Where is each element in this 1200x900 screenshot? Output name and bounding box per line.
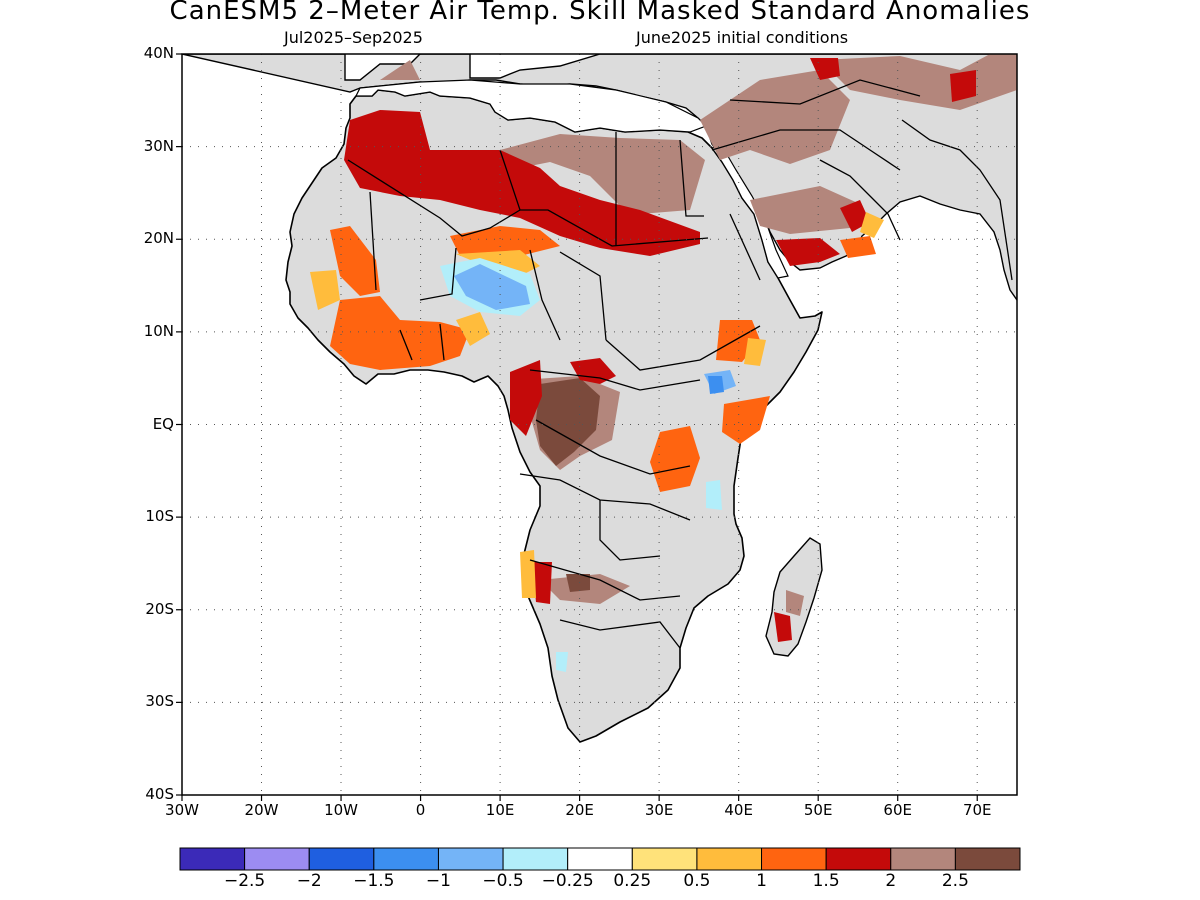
colorbar-label: −0.25: [541, 871, 594, 891]
colorbar: [179, 847, 1021, 871]
lon-tick-label: 20W: [244, 801, 279, 819]
colorbar-label: −0.5: [482, 871, 524, 891]
chart-title: CanESM5 2–Meter Air Temp. Skill Masked S…: [169, 0, 1031, 26]
lon-tick-label: 60E: [883, 801, 912, 819]
lon-tick-label: 30W: [165, 801, 199, 819]
colorbar-label: 1.5: [812, 871, 840, 891]
lat-tick-label: 30S: [145, 692, 174, 711]
colorbar-swatch: [890, 847, 956, 871]
lon-tick-label: 0: [415, 801, 426, 819]
colorbar-swatch: [825, 847, 892, 871]
lon-tick-label: 20E: [565, 801, 594, 819]
lon-tick-label: 30E: [644, 801, 674, 819]
country-borders: [347, 79, 921, 649]
colorbar-swatch: [437, 847, 504, 871]
colorbar-label: 0.5: [683, 871, 711, 891]
colorbar-label: 1: [756, 871, 767, 891]
colorbar-swatch: [244, 847, 310, 871]
lat-tick-label: 40N: [143, 44, 174, 62]
colorbar-swatch: [179, 847, 246, 871]
lon-tick-label: 10W: [324, 801, 358, 819]
lon-tick-label: 50E: [803, 801, 833, 819]
lat-tick-label: 40S: [145, 785, 174, 803]
colorbar-swatch: [696, 847, 763, 871]
colorbar-swatch: [373, 847, 439, 871]
colorbar-swatch: [954, 847, 1021, 871]
lat-tick-label: 10S: [145, 507, 174, 526]
lon-tick-label: 10E: [485, 801, 515, 819]
colorbar-label: −1.5: [353, 871, 395, 891]
anomaly-gt-2.5: [536, 378, 600, 592]
colorbar-label: −1: [425, 871, 451, 891]
lat-tick-label: EQ: [152, 414, 174, 433]
colorbar-label: 2.5: [941, 871, 969, 891]
lon-tick-label: 40E: [724, 801, 753, 819]
lat-tick-label: 10N: [143, 321, 174, 340]
lat-tick-label: 20S: [145, 599, 174, 618]
colorbar-swatch: [567, 847, 633, 871]
lat-tick-label: 20N: [143, 229, 174, 248]
lat-tick-label: 30N: [143, 136, 174, 155]
colorbar-swatch: [308, 847, 375, 871]
anomaly-negative: [440, 258, 736, 672]
anomaly-1-1.5: [330, 226, 876, 492]
colorbar-label: 2: [885, 871, 897, 891]
forecast-period: Jul2025–Sep2025: [284, 28, 423, 47]
colorbar-label: 0.25: [613, 871, 652, 891]
colorbar-swatch: [631, 847, 698, 871]
colorbar-label: −2.5: [223, 871, 266, 891]
colorbar-swatch: [502, 847, 569, 871]
colorbar-label: −2: [296, 871, 322, 891]
anomaly-0.5-1: [310, 212, 884, 598]
initial-conditions: June2025 initial conditions: [636, 28, 849, 47]
colorbar-swatch: [761, 847, 827, 871]
lon-tick-label: 70E: [962, 801, 992, 819]
